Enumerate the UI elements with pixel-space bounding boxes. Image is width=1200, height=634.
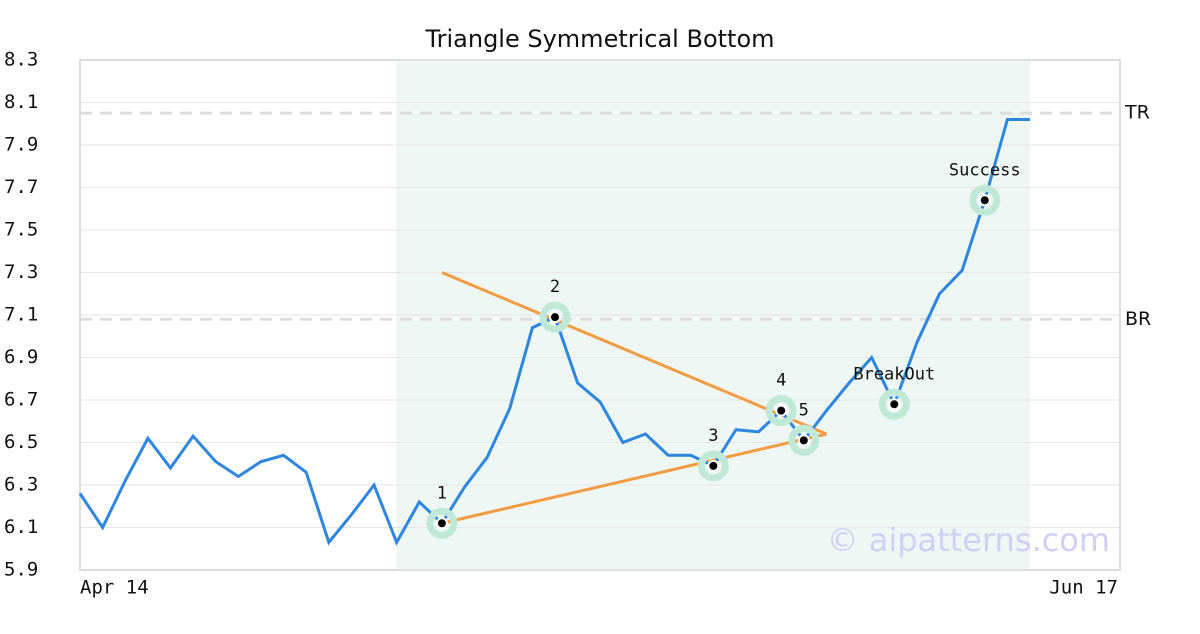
trend-line xyxy=(441,432,827,525)
chart-title: Triangle Symmetrical Bottom xyxy=(424,25,774,53)
y-tick-label: 7.3 xyxy=(4,261,38,283)
marker-label: 4 xyxy=(776,371,786,391)
level-label: BR xyxy=(1125,308,1151,330)
marker-halo xyxy=(697,450,729,482)
marker-label: 2 xyxy=(550,277,560,297)
y-tick-label: 7.9 xyxy=(4,134,38,156)
level-label: TR xyxy=(1124,102,1150,124)
marker-label: Success xyxy=(949,160,1021,180)
x-tick-label: Jun 17 xyxy=(1049,577,1118,599)
marker-label: 3 xyxy=(708,426,718,446)
y-tick-label: 8.1 xyxy=(4,91,38,113)
marker-dot xyxy=(707,459,720,472)
marker-dot xyxy=(549,311,561,324)
watermark: © aipatterns.com xyxy=(827,521,1110,559)
marker-label: BreakOut xyxy=(853,364,935,384)
marker-label: 1 xyxy=(437,483,447,503)
y-tick-label: 7.5 xyxy=(4,219,38,241)
y-tick-label: 7.7 xyxy=(4,176,38,198)
y-tick-label: 6.3 xyxy=(4,474,38,496)
marker-halo xyxy=(426,507,458,539)
marker-dot xyxy=(775,404,788,417)
marker-dot xyxy=(797,434,810,447)
y-tick-label: 5.9 xyxy=(4,559,38,581)
marker-dot xyxy=(435,517,448,530)
marker-halo xyxy=(969,184,1001,216)
y-tick-label: 6.7 xyxy=(4,389,38,411)
y-tick-label: 7.1 xyxy=(4,304,38,326)
marker-label: 5 xyxy=(799,400,809,420)
plot-border xyxy=(79,59,1121,571)
y-tick-label: 6.5 xyxy=(4,431,38,453)
marker-halo xyxy=(539,301,571,333)
y-tick-label: 8.3 xyxy=(4,49,38,71)
x-tick-label: Apr 14 xyxy=(80,577,149,599)
marker-halo xyxy=(788,424,820,456)
marker-halo xyxy=(878,388,910,420)
trend-line xyxy=(441,271,828,436)
marker-halo xyxy=(765,395,797,427)
y-tick-label: 6.9 xyxy=(4,346,38,368)
marker-dot xyxy=(888,398,901,411)
marker-dot xyxy=(978,194,991,207)
y-tick-label: 6.1 xyxy=(4,516,38,538)
